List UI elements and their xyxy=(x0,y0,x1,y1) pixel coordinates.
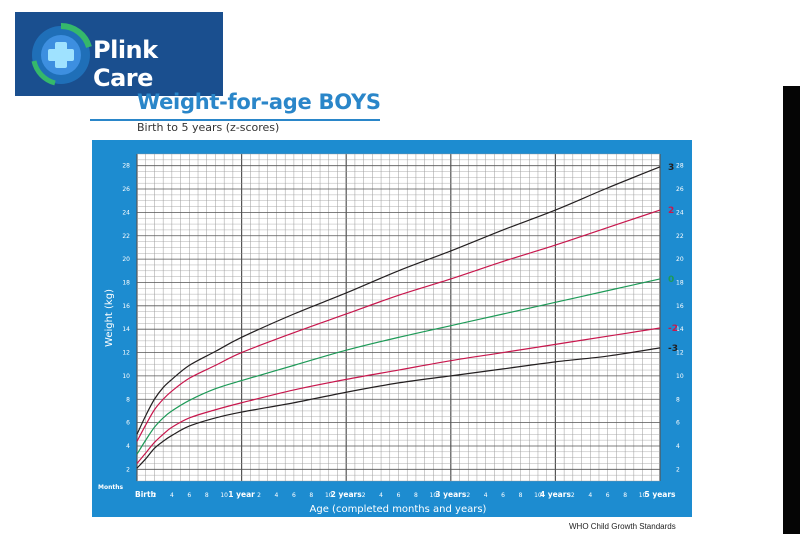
y-tick-label: 16 xyxy=(122,303,130,310)
screen-edge xyxy=(783,86,800,534)
y-tick-label: 24 xyxy=(122,209,130,216)
x-tick-label-month: 8 xyxy=(519,492,523,499)
growth-chart: 2 4 6 8 10 12 14 16 18 20 22 24 26 28 2 4 6 8 10 12 14 16 18 2… xyxy=(92,140,692,517)
y-tick-label: 12 xyxy=(122,350,130,357)
curve-z--2 xyxy=(136,327,661,464)
y-tick-label-right: 28 xyxy=(676,163,684,170)
curve-z--3 xyxy=(136,347,661,469)
title-divider xyxy=(90,119,380,121)
chart-title: Weight-for-age BOYS xyxy=(137,90,381,114)
curve-label-z-2: 2 xyxy=(668,206,674,216)
y-tick-label-right: 12 xyxy=(676,350,684,357)
x-tick-label-year: 3 years xyxy=(435,490,467,499)
curve-z-3 xyxy=(136,166,661,435)
x-tick-label-year: 1 year xyxy=(228,490,255,499)
curve-z-0 xyxy=(136,278,661,455)
x-tick-label-month: 2 xyxy=(257,492,261,499)
curve-z-2 xyxy=(136,209,661,442)
x-tick-label-month: 10 xyxy=(325,492,333,499)
y-tick-label-right: 8 xyxy=(676,396,680,403)
x-tick-label-month: 8 xyxy=(205,492,209,499)
y-tick-label-right: 10 xyxy=(676,373,684,380)
x-tick-label-month: 4 xyxy=(484,492,488,499)
x-tick-label-month: 6 xyxy=(606,492,610,499)
grid-lines xyxy=(136,153,661,482)
x-tick-label-month: 10 xyxy=(220,492,228,499)
x-tick-label-month: 4 xyxy=(170,492,174,499)
y-tick-label: 6 xyxy=(126,420,130,427)
z-score-curves xyxy=(136,166,661,469)
y-tick-label-right: 26 xyxy=(676,186,684,193)
x-tick-label-month: 8 xyxy=(623,492,627,499)
x-tick-label-month: 4 xyxy=(588,492,592,499)
brand-name: Plink Care xyxy=(93,36,158,92)
y-tick-label: 22 xyxy=(122,233,130,240)
x-tick-label-month: 10 xyxy=(639,492,647,499)
x-tick-label-month: 8 xyxy=(309,492,313,499)
y-tick-label: 20 xyxy=(122,256,130,263)
x-tick-label-year: 2 years xyxy=(331,490,363,499)
y-tick-label-right: 16 xyxy=(676,303,684,310)
y-tick-label-right: 4 xyxy=(676,443,680,450)
x-tick-label-month: 6 xyxy=(187,492,191,499)
x-tick-label-month: 6 xyxy=(397,492,401,499)
y-tick-label-right: 6 xyxy=(676,420,680,427)
y-tick-label: 18 xyxy=(122,279,130,286)
y-tick-label: 2 xyxy=(126,466,130,473)
x-tick-label-month: 6 xyxy=(501,492,505,499)
y-tick-label-right: 14 xyxy=(676,326,684,333)
x-axis-label: Age (completed months and years) xyxy=(310,504,487,515)
brand-logo[interactable]: Plink Care xyxy=(15,12,223,96)
curve-label-z-3: 3 xyxy=(668,163,674,173)
x-tick-label-month: 10 xyxy=(534,492,542,499)
x-tick-label-month: 4 xyxy=(275,492,279,499)
y-tick-label-right: 22 xyxy=(676,233,684,240)
x-tick-label-year: 4 years xyxy=(540,490,572,499)
y-tick-label: 28 xyxy=(122,163,130,170)
y-axis-label: Weight (kg) xyxy=(104,289,115,347)
y-tick-label-right: 20 xyxy=(676,256,684,263)
y-tick-label-right: 24 xyxy=(676,209,684,216)
y-tick-label: 14 xyxy=(122,326,130,333)
y-tick-label: 26 xyxy=(122,186,130,193)
curve-label-z--2: -2 xyxy=(668,324,678,334)
x-axis-unit: Months xyxy=(98,484,124,491)
x-tick-label-year: 5 years xyxy=(644,490,676,499)
y-tick-label-right: 18 xyxy=(676,279,684,286)
y-tick-label: 8 xyxy=(126,396,130,403)
x-tick-label-month: 2 xyxy=(466,492,470,499)
curve-label-z--3: -3 xyxy=(668,344,678,354)
x-tick-label-month: 2 xyxy=(153,492,157,499)
z-score-labels: 3 2 0 -2 -3 xyxy=(668,163,678,354)
x-tick-label-month: 8 xyxy=(414,492,418,499)
curve-label-z-0: 0 xyxy=(668,275,674,285)
source-note: WHO Child Growth Standards xyxy=(569,522,676,531)
x-tick-label-month: 2 xyxy=(362,492,366,499)
x-tick-label-month: 4 xyxy=(379,492,383,499)
x-tick-label-month: 6 xyxy=(292,492,296,499)
y-tick-label: 4 xyxy=(126,443,130,450)
y-tick-label: 10 xyxy=(122,373,130,380)
x-tick-label-year: Birth xyxy=(135,490,156,499)
x-tick-label-month: 2 xyxy=(571,492,575,499)
chart-subtitle: Birth to 5 years (z-scores) xyxy=(137,121,280,134)
x-tick-label-month: 10 xyxy=(430,492,438,499)
medical-cross-logo-icon xyxy=(31,22,92,86)
y-tick-label-right: 2 xyxy=(676,466,680,473)
